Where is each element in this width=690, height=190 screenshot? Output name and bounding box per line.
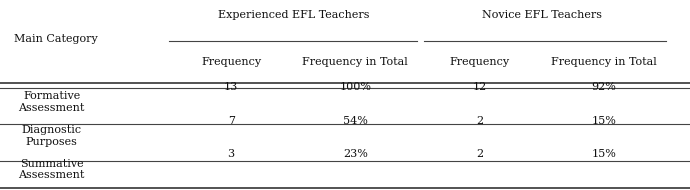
Text: Frequency in Total: Frequency in Total — [551, 57, 657, 67]
Text: Summative
Assessment: Summative Assessment — [19, 159, 85, 180]
Text: 54%: 54% — [343, 116, 368, 126]
Text: 100%: 100% — [339, 82, 371, 92]
Text: 15%: 15% — [591, 149, 616, 159]
Text: 12: 12 — [473, 82, 486, 92]
Text: 13: 13 — [224, 82, 238, 92]
Text: Frequency: Frequency — [201, 57, 262, 67]
Text: Frequency: Frequency — [449, 57, 510, 67]
Text: 23%: 23% — [343, 149, 368, 159]
Text: 2: 2 — [476, 149, 483, 159]
Text: Experienced EFL Teachers: Experienced EFL Teachers — [217, 10, 369, 20]
Text: Main Category: Main Category — [14, 34, 97, 44]
Text: 7: 7 — [228, 116, 235, 126]
Text: 15%: 15% — [591, 116, 616, 126]
Text: Diagnostic
Purposes: Diagnostic Purposes — [21, 125, 82, 147]
Text: Frequency in Total: Frequency in Total — [302, 57, 408, 67]
Text: Novice EFL Teachers: Novice EFL Teachers — [482, 10, 602, 20]
Text: Formative
Assessment: Formative Assessment — [19, 91, 85, 113]
Text: 2: 2 — [476, 116, 483, 126]
Text: 92%: 92% — [591, 82, 616, 92]
Text: 3: 3 — [228, 149, 235, 159]
